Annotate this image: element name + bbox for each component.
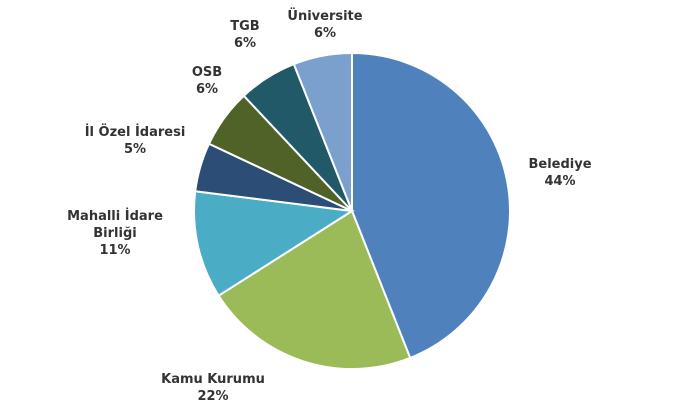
category-label: OSB (191, 65, 223, 80)
value-label: 11% (99, 243, 131, 258)
category-label: Belediye (528, 157, 592, 172)
category-label: Mahalli İdare Birliği (67, 209, 163, 241)
category-label: Üniversite (287, 9, 363, 24)
slice-label: Kamu Kurumu 22% (153, 371, 273, 405)
value-label: 6% (313, 26, 337, 41)
slice-label: Mahalli İdare Birliği 11% (60, 208, 170, 259)
slice-label: Belediye 44% (520, 156, 600, 190)
slice-label: Üniversite 6% (275, 8, 375, 42)
pie-slice (351, 51, 511, 360)
category-label: TGB (230, 19, 260, 34)
value-label: 5% (123, 142, 147, 157)
slice-label: TGB 6% (215, 18, 275, 52)
pie-slice (292, 51, 353, 212)
slice-label: İl Özel İdaresi 5% (70, 124, 200, 158)
value-label: 44% (544, 174, 576, 189)
category-label: Kamu Kurumu (161, 372, 265, 387)
value-label: 6% (233, 36, 257, 51)
pie-slice (217, 209, 412, 370)
slice-label: OSB 6% (177, 64, 237, 98)
category-label: İl Özel İdaresi (84, 125, 186, 140)
value-label: 22% (197, 389, 229, 404)
value-label: 6% (195, 82, 219, 97)
pie-slice (193, 190, 355, 298)
